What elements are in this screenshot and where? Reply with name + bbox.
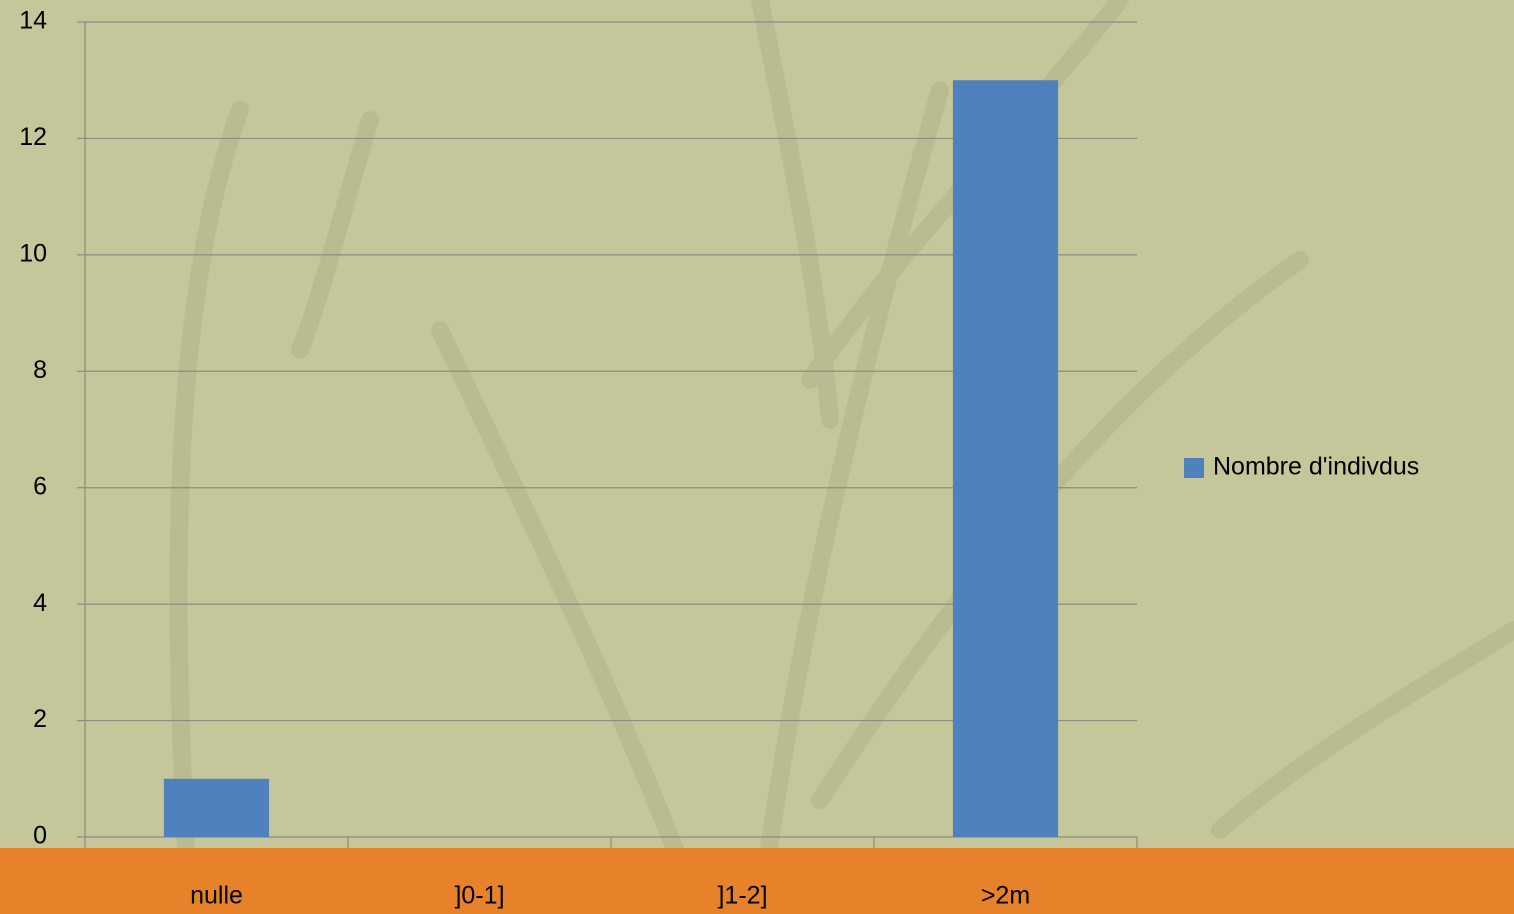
bar: [163, 778, 270, 837]
x-tick-label: ]0-1]: [454, 882, 504, 910]
y-tick-label: 6: [33, 472, 47, 500]
y-tick-label: 12: [19, 123, 47, 151]
legend-label: Nombre d'indivdus: [1213, 453, 1419, 481]
x-tick-label: nulle: [190, 882, 243, 910]
y-tick-label: 10: [19, 239, 47, 267]
y-tick-label: 2: [33, 705, 47, 733]
y-tick-label: 8: [33, 356, 47, 384]
y-tick-label: 0: [33, 822, 47, 850]
x-tick-label: >2m: [981, 882, 1030, 910]
footer-band: [0, 848, 1514, 914]
bar: [952, 80, 1059, 837]
y-tick-label: 14: [19, 7, 47, 35]
y-tick-label: 4: [33, 589, 47, 617]
x-tick-label: ]1-2]: [717, 882, 767, 910]
legend-swatch: [1184, 458, 1204, 478]
